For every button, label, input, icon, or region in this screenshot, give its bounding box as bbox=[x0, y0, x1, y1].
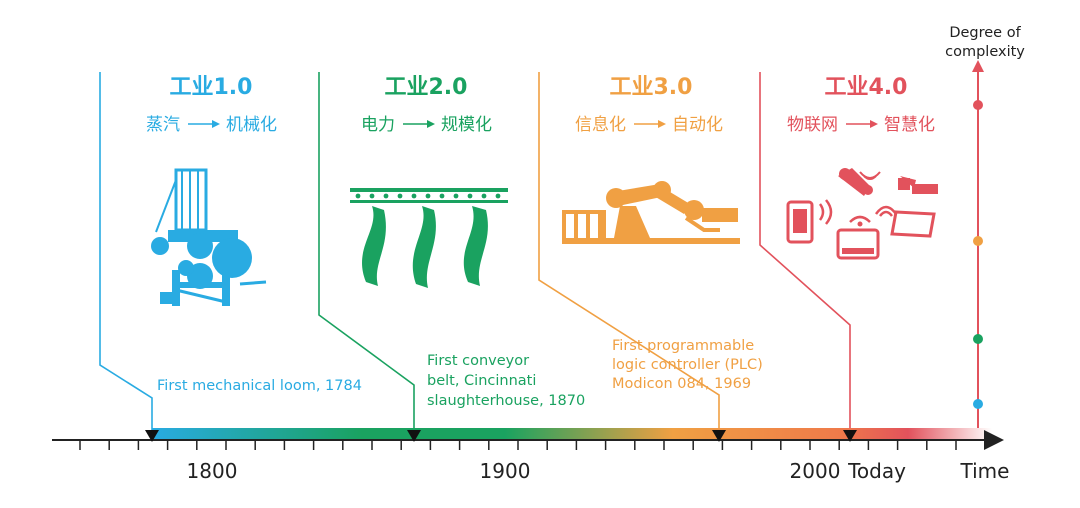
era4-to: 智慧化 bbox=[884, 115, 935, 135]
cplx-line: complexity bbox=[945, 44, 1025, 60]
era1-title: 工业1.0 bbox=[170, 75, 253, 100]
era2-event: First conveyor belt, Cincinnati slaughterh… bbox=[427, 353, 585, 409]
complexity-dot-2 bbox=[973, 334, 983, 344]
complexity-dot-4 bbox=[973, 100, 983, 110]
iot-devices-icon bbox=[786, 168, 938, 260]
era1-boundary-line bbox=[99, 72, 153, 432]
era2-arrow-head bbox=[427, 120, 435, 128]
era1-arrow-head bbox=[212, 120, 220, 128]
tick-label-2000: 2000 bbox=[790, 459, 841, 483]
complexity-dot-3 bbox=[973, 236, 983, 246]
era4-title: 工业4.0 bbox=[825, 75, 908, 100]
era3-boundary-line bbox=[538, 72, 720, 432]
ev3-line: logic controller (PLC) bbox=[612, 357, 763, 373]
era1-marker bbox=[145, 430, 159, 442]
era3-from: 信息化 bbox=[575, 115, 626, 135]
ev2-line: slaughterhouse, 1870 bbox=[427, 393, 585, 409]
complexity-dot-1 bbox=[973, 399, 983, 409]
era2-from: 电力 bbox=[361, 115, 395, 135]
timeline-ticks bbox=[79, 440, 957, 450]
ev2-line: First conveyor bbox=[427, 353, 529, 369]
era4-marker bbox=[843, 430, 857, 442]
tick-label-1900: 1900 bbox=[480, 459, 531, 483]
tick-label-today: Today bbox=[847, 459, 906, 483]
robot-arm-icon bbox=[562, 181, 740, 244]
era3-marker bbox=[712, 430, 726, 442]
time-axis-label: Time bbox=[960, 459, 1010, 483]
ev3-line: Modicon 084, 1969 bbox=[612, 376, 751, 392]
era2-title: 工业2.0 bbox=[385, 75, 468, 100]
era1-from: 蒸汽 bbox=[146, 115, 180, 135]
era2-marker bbox=[407, 430, 421, 442]
tick-label-1800: 1800 bbox=[187, 459, 238, 483]
era4-arrow-head bbox=[870, 120, 878, 128]
complexity-axis-arrow bbox=[972, 60, 984, 72]
era3-to: 自动化 bbox=[672, 115, 723, 135]
era3-event: First programmable logic controller (PLC)… bbox=[612, 338, 763, 392]
era3-arrow-head bbox=[658, 120, 666, 128]
conveyor-belt-icon bbox=[350, 188, 508, 288]
steam-loom-icon bbox=[151, 168, 267, 306]
era3-title: 工业3.0 bbox=[610, 75, 693, 100]
era1-to: 机械化 bbox=[226, 115, 277, 135]
ev2-line: belt, Cincinnati bbox=[427, 373, 536, 389]
cplx-line: Degree of bbox=[949, 25, 1021, 41]
era4-boundary-line bbox=[759, 72, 851, 432]
complexity-axis-label: Degree of complexity bbox=[945, 25, 1025, 60]
era1-event: First mechanical loom, 1784 bbox=[157, 378, 362, 394]
era2-to: 规模化 bbox=[441, 115, 492, 135]
ev3-line: First programmable bbox=[612, 338, 754, 354]
era4-from: 物联网 bbox=[787, 115, 838, 135]
era2-boundary-line bbox=[318, 72, 415, 432]
timeline-gradient-bar bbox=[152, 428, 992, 440]
